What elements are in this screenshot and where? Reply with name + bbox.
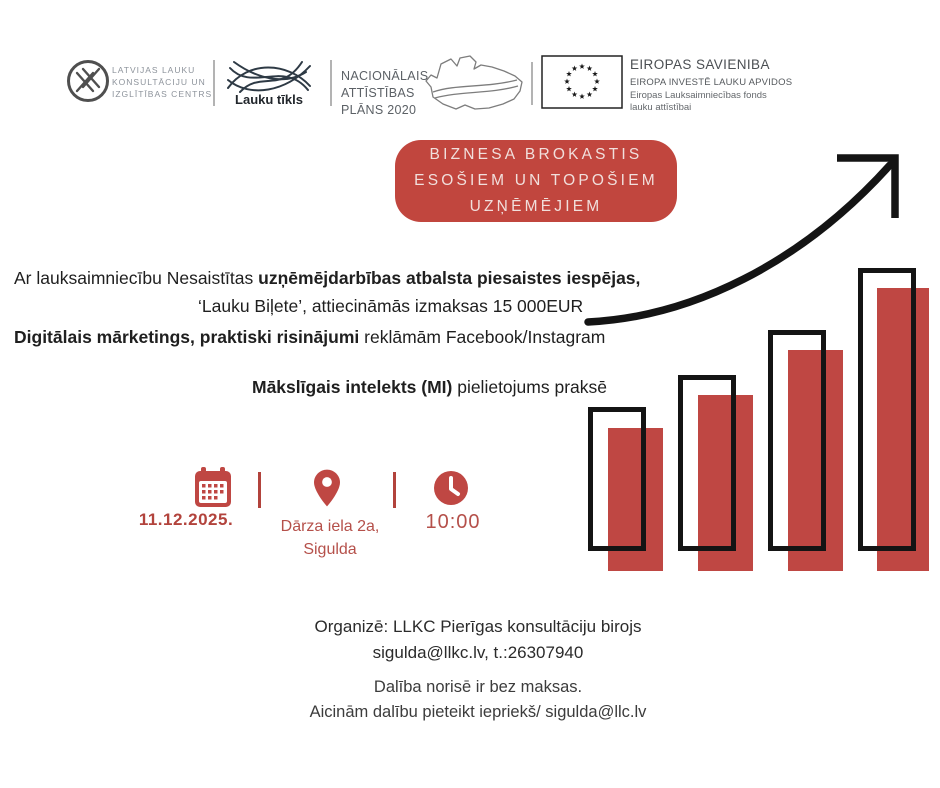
- topic-4-normal: pielietojums praksē: [452, 377, 607, 397]
- badge-line-2: ESOŠIEM UN TOPOŠIEM: [414, 172, 658, 189]
- nap-line-1: NACIONĀLAIS: [341, 69, 429, 83]
- event-location: Dārza iela 2a, Sigulda: [268, 515, 392, 561]
- eu-fund-line-2: lauku attīstībai: [630, 102, 692, 113]
- llkc-line-2: KONSULTĀCIJU UN: [112, 77, 206, 87]
- event-title-badge: BIZNESA BROKASTIS ESOŠIEM UN TOPOŠIEM UZ…: [395, 140, 677, 222]
- footer-contact: sigulda@llkc.lv, t.:26307940: [372, 643, 584, 662]
- footer-organizer: Organizē: LLKC Pierīgas konsultāciju bir…: [314, 617, 642, 636]
- footer-signup: Aicinām dalību pieteikt iepriekš/ siguld…: [309, 703, 647, 721]
- growth-bar-outline-1: [588, 407, 646, 551]
- topic-line-1: Ar lauksaimniecību Nesaistītas uzņēmējda…: [14, 268, 640, 289]
- nap-logo-text: NACIONĀLAIS ATTĪSTĪBAS PLĀNS 2020: [341, 68, 428, 119]
- net-icon: [227, 61, 311, 93]
- eu-fund-line: Eiropas Lauksaimniecības fonds: [630, 90, 767, 101]
- topic-line-4: Mākslīgais intelekts (MI) pielietojums p…: [252, 377, 607, 398]
- event-time: 10:00: [425, 511, 481, 533]
- topic-4-bold: Mākslīgais intelekts (MI): [252, 377, 453, 397]
- topic-3-bold: Digitālais mārketings, praktiski risināj…: [14, 327, 360, 347]
- eu-logo-text: EIROPAS SAVIENIBA EIROPA INVESTĒ LAUKU A…: [630, 57, 792, 113]
- topic-1-suffix: ,: [635, 268, 641, 288]
- growth-bar-fill-4: [877, 288, 929, 571]
- event-location-line-1: Dārza iela 2a,: [280, 518, 380, 535]
- growth-arrow-icon: [584, 154, 899, 326]
- info-divider-2: [393, 472, 396, 508]
- location-pin-icon: [314, 469, 340, 507]
- topic-line-2: ‘Lauku Biļete’, attiecināmās izmaksas 15…: [198, 296, 584, 316]
- event-location-line-2: Sigulda: [303, 541, 357, 558]
- clock-icon: [434, 471, 468, 505]
- badge-line-1: BIZNESA BROKASTIS: [429, 146, 643, 163]
- logo-divider-2: [330, 60, 332, 106]
- calendar-icon: [195, 467, 231, 507]
- latvia-map-icon: [425, 55, 523, 110]
- growth-bar-fill-3: [788, 350, 843, 571]
- llkc-line-3: IZGLĪTĪBAS CENTRS: [112, 89, 213, 99]
- growth-bar-fill-2: [698, 395, 753, 571]
- topic-1-normal: Ar lauksaimniecību Nesaistītas: [14, 268, 259, 288]
- badge-line-3: UZŅĒMĒJIEM: [469, 198, 603, 215]
- nap-line-2: ATTĪSTĪBAS: [341, 86, 415, 100]
- logo-divider-3: [531, 62, 533, 105]
- growth-bar-outline-4: [858, 268, 916, 551]
- lauku-tikls-label: Lauku tīkls: [235, 92, 303, 107]
- eu-flag-icon: [541, 55, 623, 109]
- logo-divider-1: [213, 60, 215, 106]
- event-date: 11.12.2025.: [138, 510, 234, 529]
- nap-line-3: PLĀNS 2020: [341, 103, 417, 117]
- topic-line-3: Digitālais mārketings, praktiski risināj…: [14, 327, 605, 348]
- eu-title: EIROPAS SAVIENIBA: [630, 57, 770, 72]
- llkc-circle-icon: [67, 60, 109, 102]
- llkc-logo-text: LATVIJAS LAUKU KONSULTĀCIJU UN IZGLĪTĪBA…: [112, 64, 212, 100]
- footer-free-note: Dalība norisē ir bez maksas.: [373, 678, 583, 696]
- eu-subtitle: EIROPA INVESTĒ LAUKU APVIDOS: [630, 77, 793, 88]
- topic-3-normal: reklāmām Facebook/Instagram: [359, 327, 606, 347]
- growth-bar-outline-2: [678, 375, 736, 551]
- llkc-line-1: LATVIJAS LAUKU: [112, 65, 196, 75]
- growth-bar-outline-3: [768, 330, 826, 551]
- footer: Organizē: LLKC Pierīgas konsultāciju bir…: [90, 617, 866, 722]
- topic-1-bold: uzņēmējdarbības atbalsta piesaistes iesp…: [258, 268, 636, 288]
- info-divider-1: [258, 472, 261, 508]
